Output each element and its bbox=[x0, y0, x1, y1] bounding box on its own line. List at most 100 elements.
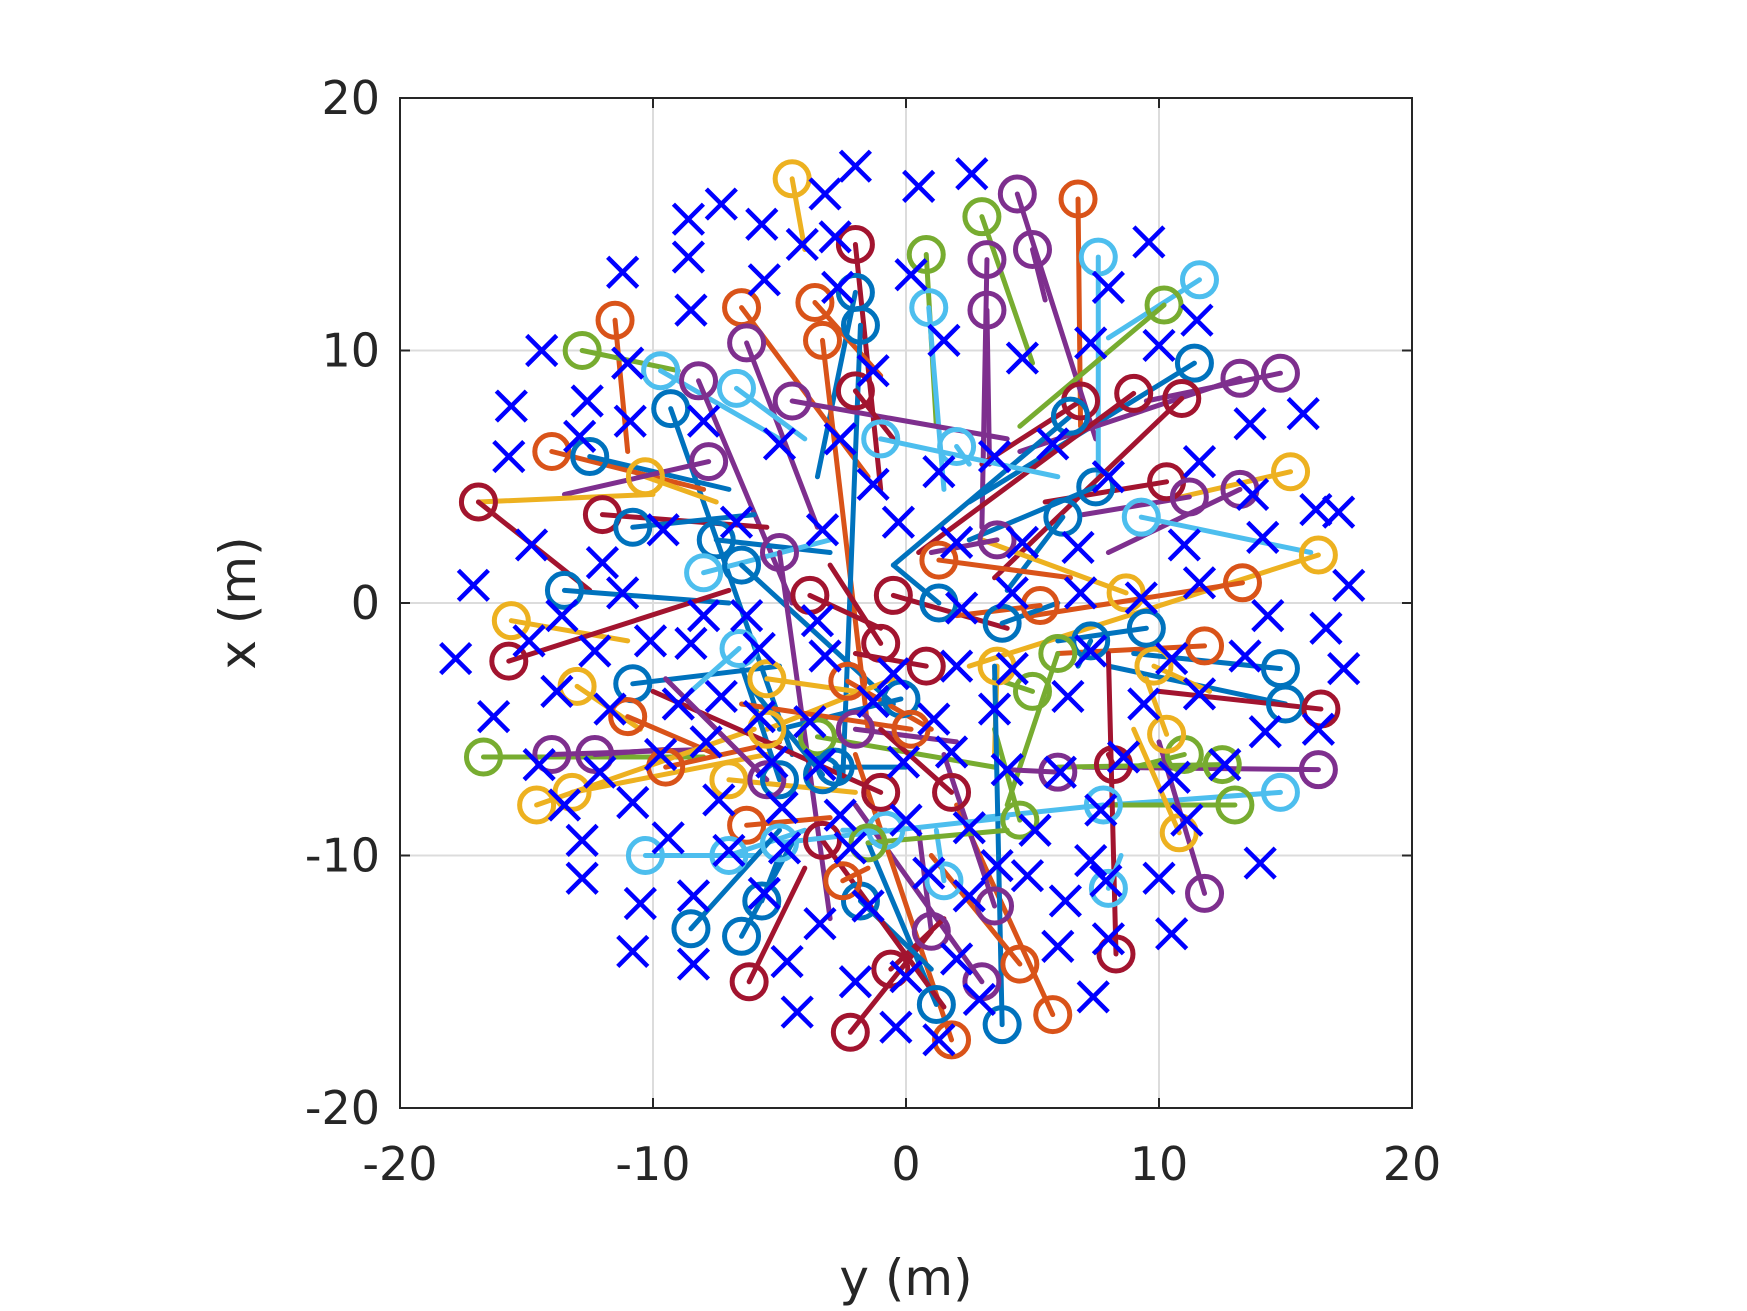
start-marker bbox=[1260, 353, 1300, 393]
target-marker bbox=[1076, 980, 1110, 1014]
target-marker-stroke bbox=[995, 576, 1029, 610]
target-marker-stroke bbox=[962, 982, 996, 1017]
target-marker-stroke bbox=[745, 207, 779, 241]
start-marker bbox=[1013, 671, 1052, 711]
start-marker bbox=[1126, 608, 1166, 648]
trajectory-line bbox=[642, 474, 719, 505]
target-marker bbox=[902, 169, 936, 203]
target-marker bbox=[674, 626, 708, 660]
target-marker-stroke bbox=[747, 263, 781, 297]
target-marker bbox=[671, 240, 706, 274]
start-marker bbox=[709, 836, 749, 875]
target-marker bbox=[922, 1023, 956, 1057]
target-marker-stroke bbox=[886, 745, 921, 779]
target-marker-stroke bbox=[1074, 634, 1108, 668]
y-tick-label: 10 bbox=[321, 324, 380, 378]
start-marker bbox=[1144, 285, 1184, 325]
x-tick-label: 10 bbox=[1130, 1137, 1189, 1191]
target-marker-stroke bbox=[439, 641, 473, 676]
start-marker bbox=[911, 911, 951, 951]
target-marker-stroke bbox=[522, 748, 556, 782]
target-marker-stroke bbox=[1089, 864, 1123, 898]
start-marker bbox=[967, 290, 1007, 330]
target-marker bbox=[661, 687, 695, 721]
target-marker-stroke bbox=[606, 255, 640, 289]
target-marker bbox=[545, 599, 579, 633]
target-marker bbox=[823, 422, 857, 456]
target-marker bbox=[747, 876, 781, 910]
target-marker-stroke bbox=[1043, 755, 1077, 789]
target-marker-stroke bbox=[578, 634, 612, 668]
target-marker bbox=[793, 705, 827, 739]
y-tick-label: -10 bbox=[305, 829, 380, 883]
target-marker-stroke bbox=[780, 995, 814, 1029]
target-marker-stroke bbox=[821, 270, 855, 304]
trajectory-line bbox=[1004, 767, 1061, 775]
target-marker-stroke bbox=[623, 886, 657, 921]
start-marker bbox=[977, 520, 1017, 560]
target-marker bbox=[643, 737, 678, 772]
target-marker bbox=[1228, 639, 1262, 673]
target-marker bbox=[565, 823, 599, 857]
target-marker-stroke bbox=[770, 944, 804, 979]
target-marker bbox=[1084, 793, 1118, 827]
target-marker-stroke bbox=[540, 674, 574, 708]
target-marker bbox=[439, 641, 473, 676]
start-marker bbox=[1038, 752, 1078, 792]
target-marker-stroke bbox=[514, 528, 549, 562]
start-marker bbox=[1000, 944, 1040, 984]
trajectory-line bbox=[984, 307, 992, 467]
target-marker-stroke bbox=[823, 422, 857, 456]
trajectory-line bbox=[1131, 752, 1187, 770]
target-marker bbox=[1041, 929, 1075, 963]
trajectory-line bbox=[744, 815, 833, 828]
start-marker bbox=[916, 984, 956, 1024]
trajectory-line bbox=[890, 562, 942, 606]
target-marker-stroke bbox=[1018, 813, 1052, 847]
target-marker bbox=[540, 674, 574, 708]
start-marker bbox=[532, 735, 572, 774]
target-marker bbox=[808, 639, 842, 673]
target-marker-stroke bbox=[492, 439, 526, 474]
target-marker-stroke bbox=[1170, 803, 1204, 837]
target-marker bbox=[886, 745, 921, 779]
trajectory-line bbox=[916, 390, 1137, 555]
target-marker-stroke bbox=[1036, 427, 1070, 461]
target-marker bbox=[563, 419, 597, 453]
target-marker-stroke bbox=[613, 404, 647, 438]
target-marker-stroke bbox=[856, 684, 890, 719]
y-axis-label: x (m) bbox=[209, 536, 267, 669]
start-marker bbox=[727, 323, 767, 363]
trajectory-line bbox=[746, 865, 808, 985]
trajectory-line bbox=[789, 176, 808, 252]
target-marker-stroke bbox=[1182, 445, 1217, 479]
target-marker-stroke bbox=[1236, 477, 1270, 512]
target-marker-stroke bbox=[676, 947, 711, 981]
target-marker-stroke bbox=[1155, 917, 1189, 951]
target-marker bbox=[767, 831, 802, 865]
start-marker bbox=[1162, 378, 1202, 418]
target-marker bbox=[995, 652, 1029, 686]
target-marker bbox=[1142, 861, 1176, 895]
trajectory-line bbox=[650, 688, 884, 795]
start-marker bbox=[458, 482, 498, 522]
target-marker-stroke bbox=[940, 942, 974, 976]
target-marker bbox=[687, 404, 721, 438]
target-marker-stroke bbox=[838, 149, 872, 183]
start-marker bbox=[803, 820, 843, 860]
target-marker bbox=[1124, 581, 1158, 615]
target-marker bbox=[1286, 397, 1320, 431]
start-marker bbox=[1000, 800, 1040, 840]
target-marker bbox=[745, 207, 779, 241]
target-marker bbox=[512, 624, 546, 658]
start-marker bbox=[861, 419, 901, 459]
target-marker-stroke bbox=[1322, 495, 1356, 529]
start-marker bbox=[967, 240, 1007, 280]
target-marker bbox=[1251, 599, 1285, 633]
target-marker bbox=[547, 788, 582, 822]
target-marker-stroke bbox=[616, 785, 650, 820]
start-marker bbox=[1202, 745, 1242, 785]
target-marker bbox=[785, 227, 819, 262]
target-marker-stroke bbox=[1074, 326, 1108, 360]
